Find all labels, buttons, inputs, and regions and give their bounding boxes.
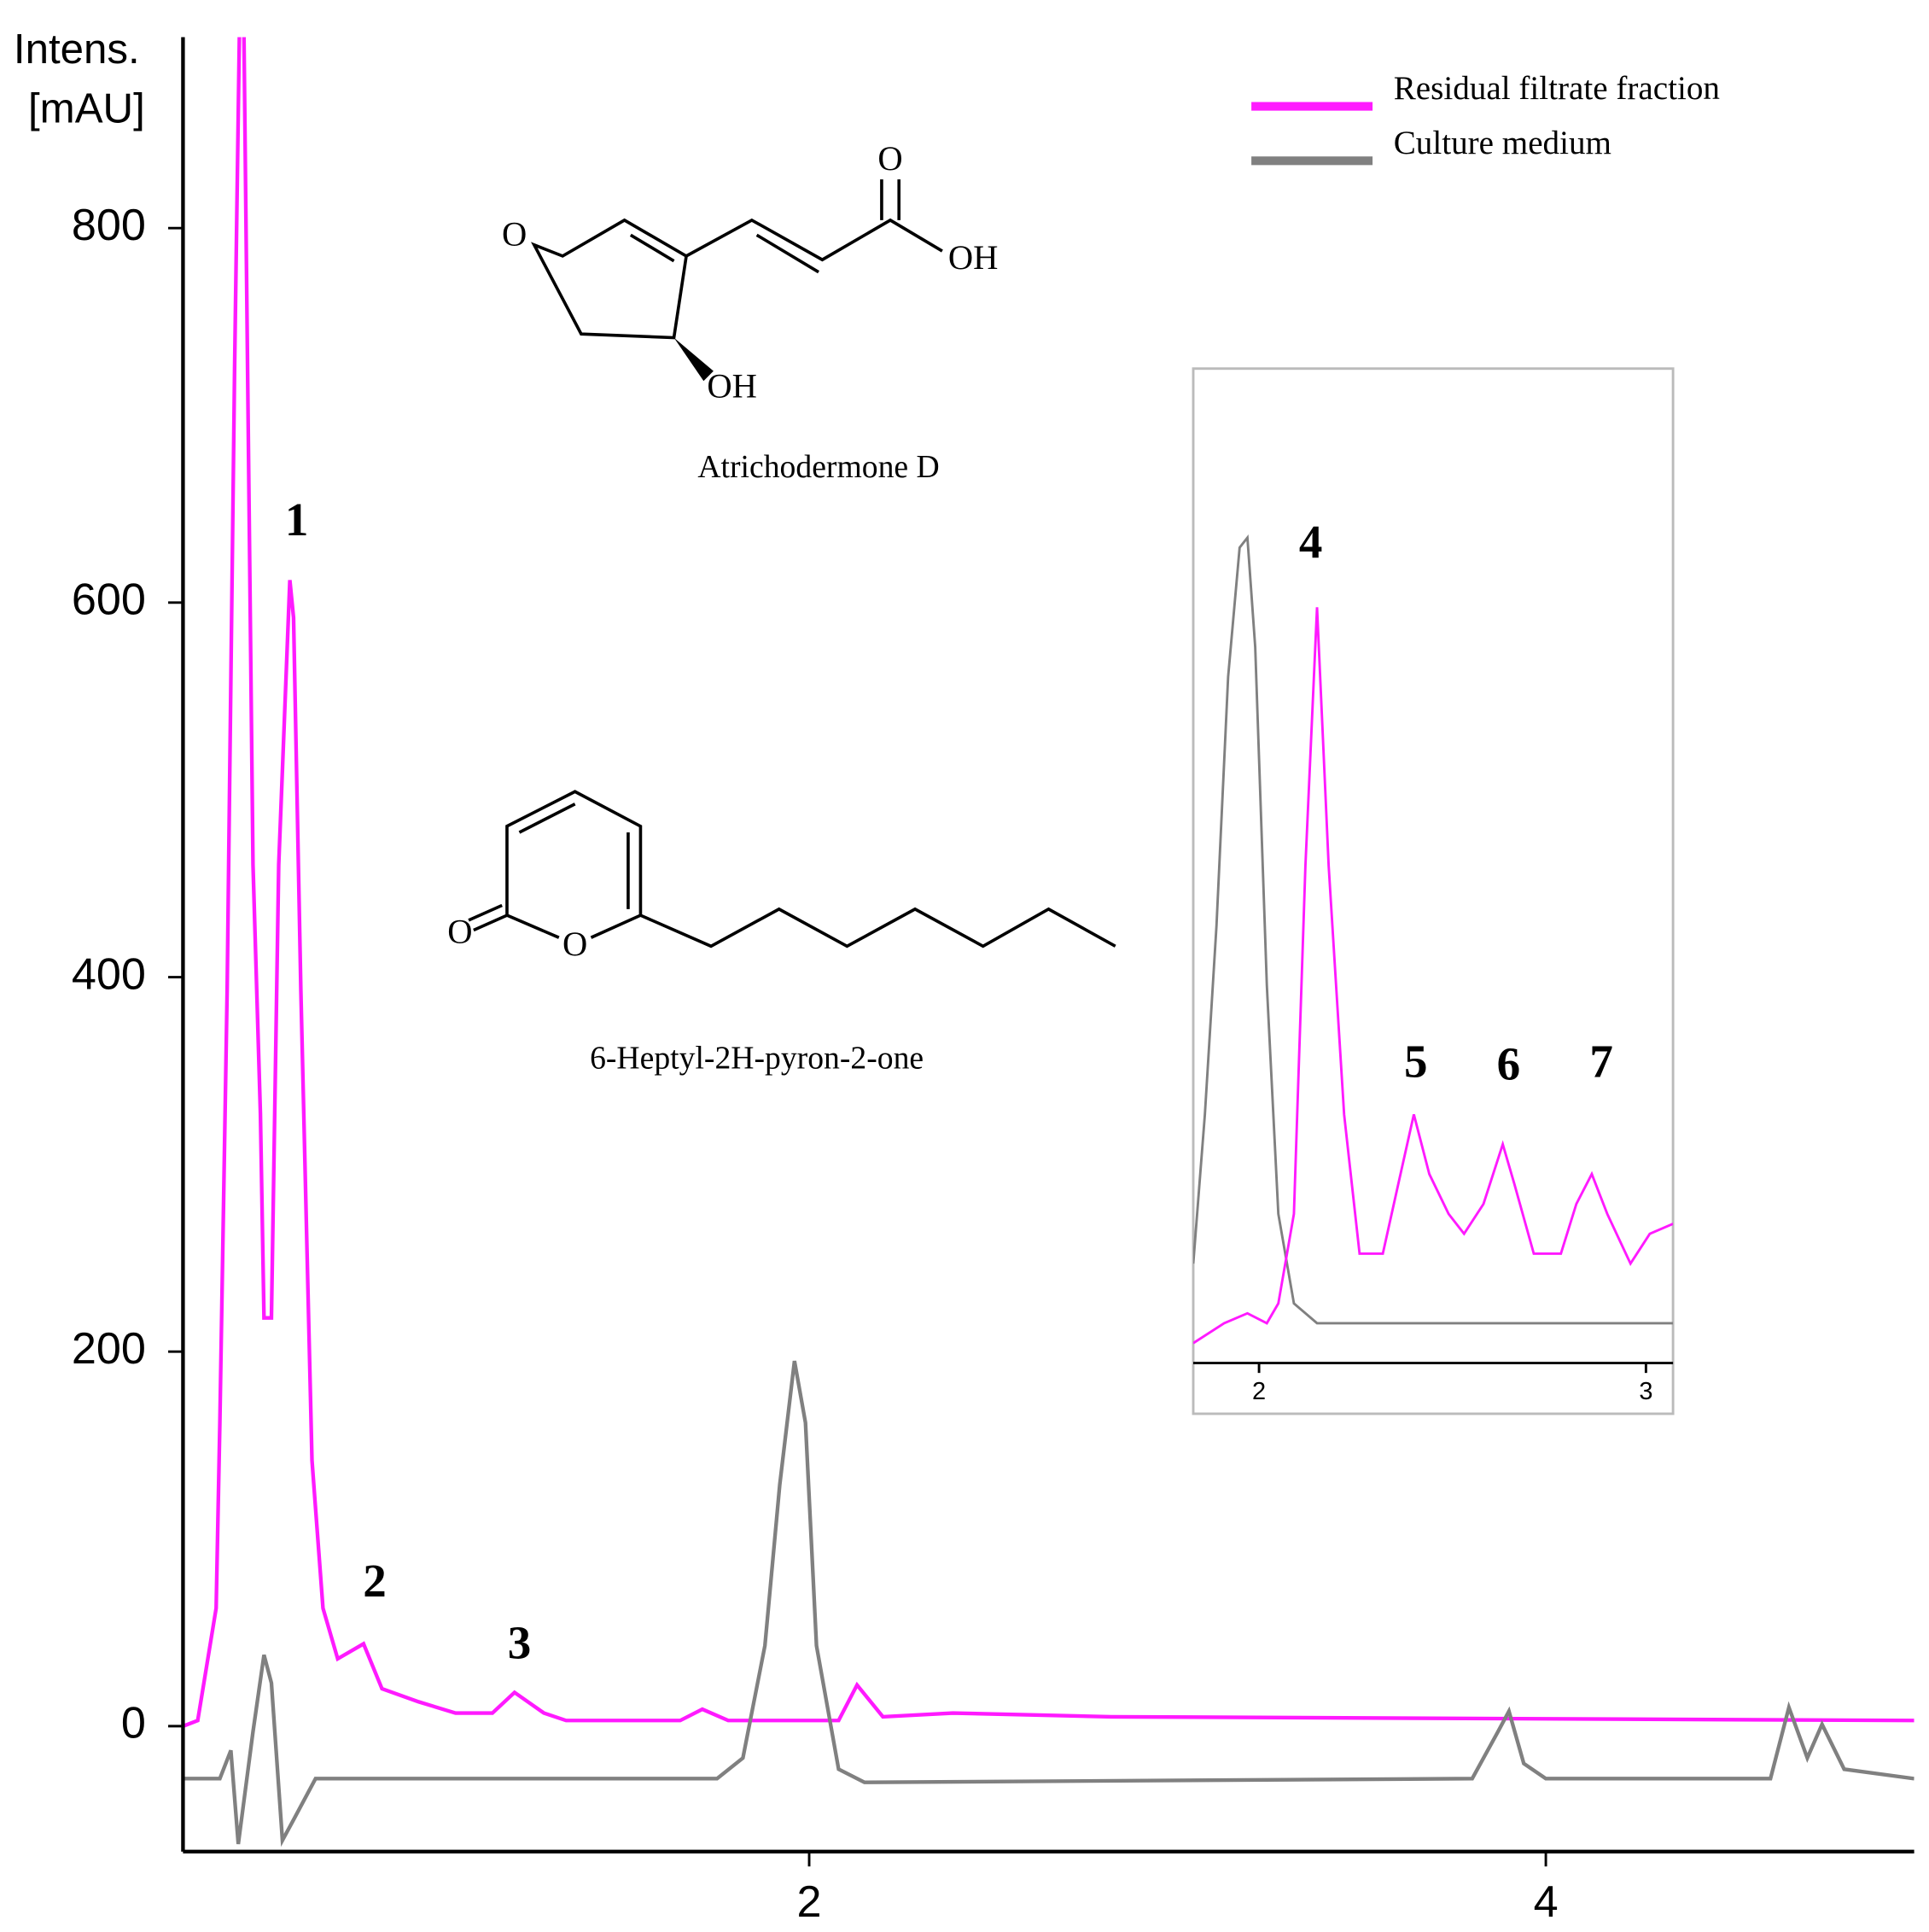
bond-lines <box>530 179 943 340</box>
peak-label: 3 <box>508 1616 532 1668</box>
inset-frame <box>1192 367 1675 1415</box>
peak-label: 4 <box>1299 516 1323 568</box>
peak-label: 5 <box>1404 1035 1428 1087</box>
wedge-bond <box>673 337 714 382</box>
structure-name: 6-Heptyl-2H-pyron-2-one <box>590 1041 924 1077</box>
x-tick-label: 3 <box>1639 1378 1652 1405</box>
structure-pyrone: O O 6-Heptyl-2H-pyron-2-one <box>447 790 1116 1077</box>
atom-label: O <box>502 214 527 253</box>
y-tick-label: 800 <box>72 201 146 250</box>
legend-label: Culture medium <box>1394 125 1611 161</box>
atom-label: O <box>447 913 472 951</box>
y-tick-label: 400 <box>72 949 146 999</box>
peak-label: 7 <box>1589 1035 1613 1087</box>
structure-atrichodermone: O O OH OH Atrichodermone D <box>502 139 998 485</box>
structure-name: Atrichodermone D <box>697 449 939 485</box>
x-tick-label: 2 <box>797 1877 822 1927</box>
legend-label: Residual filtrate fraction <box>1394 70 1720 107</box>
x-tick-label: 4 <box>1534 1877 1559 1927</box>
peak-label: 1 <box>285 493 309 546</box>
bond-lines <box>468 790 1116 948</box>
atom-label: O <box>877 139 902 178</box>
peak-label: 2 <box>363 1555 387 1607</box>
y-tick-label: 200 <box>72 1324 146 1374</box>
atom-label: OH <box>707 367 757 406</box>
series-line <box>1193 607 1674 1345</box>
y-tick-label: 600 <box>72 575 146 625</box>
atom-label: OH <box>948 238 999 277</box>
series-line <box>183 37 1914 1728</box>
x-tick-label: 2 <box>1252 1378 1266 1405</box>
series-line <box>1193 534 1674 1325</box>
atom-label: O <box>562 925 587 963</box>
y-axis-label: [mAU] <box>28 85 145 131</box>
y-axis-label: Intens. <box>14 26 140 73</box>
y-tick-label: 0 <box>121 1699 146 1748</box>
series-line <box>183 1360 1914 1847</box>
peak-label: 6 <box>1497 1037 1521 1089</box>
